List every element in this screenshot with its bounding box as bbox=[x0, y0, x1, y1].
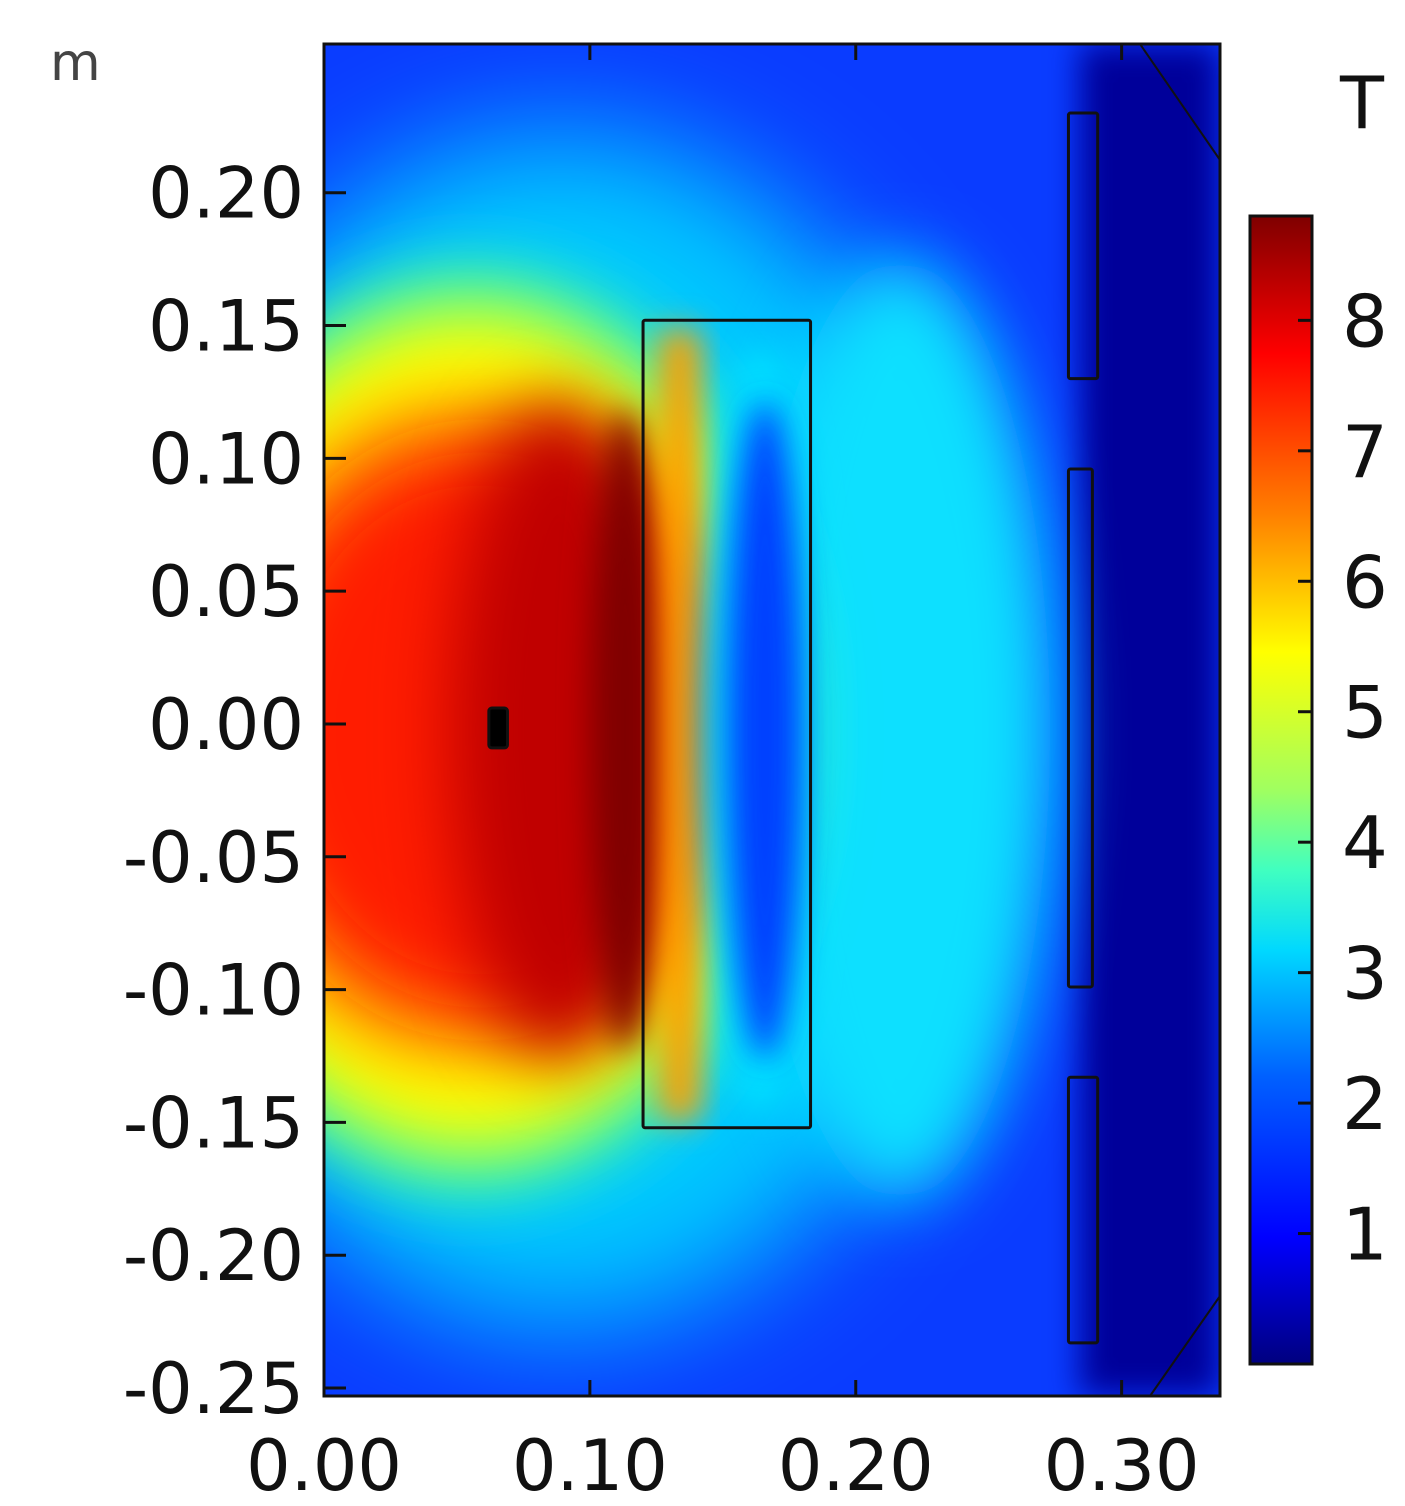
colorbar-tick-label: 4 bbox=[1342, 801, 1388, 885]
y-tick-label: 0.20 bbox=[148, 153, 304, 235]
field-map bbox=[324, 44, 1220, 1396]
region-shield-middle bbox=[1066, 467, 1094, 989]
region-shield-top bbox=[1066, 111, 1100, 381]
y-axis-unit-label: m bbox=[50, 33, 101, 93]
x-tick-label: 0.30 bbox=[1044, 1425, 1200, 1506]
y-tick-label: 0.05 bbox=[148, 551, 304, 633]
colorbar-title: T bbox=[1339, 61, 1385, 145]
colorbar-tick-label: 7 bbox=[1342, 410, 1388, 494]
region-probe bbox=[487, 706, 509, 750]
plot-frame bbox=[322, 42, 1222, 1398]
y-tick-label: 0.00 bbox=[148, 684, 304, 766]
colorbar-tick-label: 3 bbox=[1342, 932, 1388, 1016]
colorbar bbox=[1248, 214, 1314, 1366]
y-tick-label: 0.10 bbox=[148, 418, 304, 500]
x-tick-label: 0.20 bbox=[778, 1425, 934, 1506]
region-shield-bottom bbox=[1066, 1075, 1100, 1345]
colorbar-tick-label: 2 bbox=[1342, 1062, 1388, 1146]
colorbar-tick-label: 5 bbox=[1342, 671, 1388, 755]
colorbar-tick-label: 6 bbox=[1342, 540, 1388, 624]
boundary-bottom-right bbox=[1149, 1295, 1221, 1397]
boundary-top-right bbox=[1139, 43, 1221, 161]
x-tick-label: 0.00 bbox=[246, 1425, 402, 1506]
y-tick-label: -0.20 bbox=[123, 1215, 304, 1297]
y-tick-label: -0.15 bbox=[123, 1082, 304, 1164]
y-axis: 0.20 0.15 0.10 0.05 0.00 -0.05 -0.10 -0.15 -0.20… bbox=[123, 153, 346, 1430]
y-tick-label: -0.10 bbox=[123, 950, 304, 1032]
colorbar-tick-label: 8 bbox=[1342, 279, 1388, 363]
geometry-outlines bbox=[487, 111, 1100, 1345]
y-tick-label: -0.25 bbox=[123, 1348, 304, 1430]
colorbar-tick-label: 1 bbox=[1342, 1193, 1388, 1277]
x-axis: 0.00 0.10 0.20 0.30 bbox=[246, 44, 1200, 1506]
y-tick-label: -0.05 bbox=[123, 817, 304, 899]
y-tick-label: 0.15 bbox=[148, 286, 304, 368]
colorbar-ticks: 1 2 3 4 5 6 7 8 bbox=[1298, 279, 1388, 1277]
x-tick-label: 0.10 bbox=[512, 1425, 668, 1506]
region-coil bbox=[641, 318, 813, 1130]
